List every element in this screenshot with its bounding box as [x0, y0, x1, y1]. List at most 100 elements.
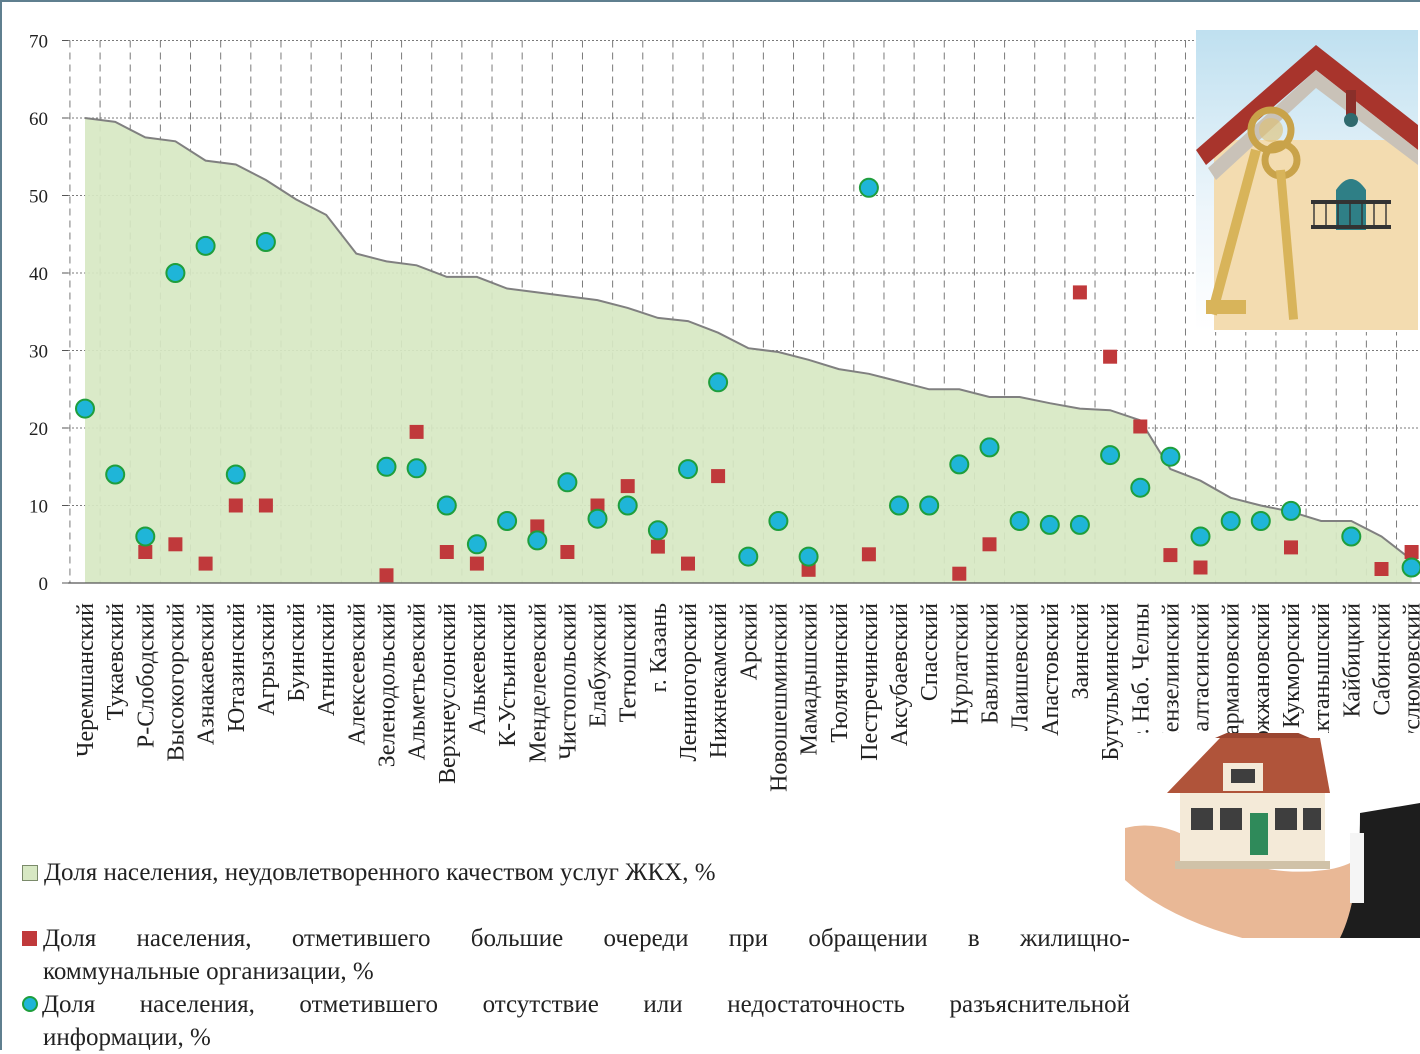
x-tick-label: Атнинский	[314, 603, 340, 716]
circle-point	[889, 495, 909, 516]
circle-point	[979, 437, 1000, 458]
square-point	[409, 424, 424, 439]
x-tick-label: Лаишевский	[1008, 603, 1034, 731]
x-tick-label: Зеленодольский	[375, 603, 401, 767]
x-tick-label: Нурлатский	[947, 603, 973, 725]
circle-point	[75, 398, 95, 419]
x-tick-label: Мамадышский	[797, 603, 823, 756]
x-tick-label: Аксубаевский	[887, 603, 913, 746]
legend-circles-label-line1: Доля населения, отметившего отсутствие и…	[42, 991, 1130, 1018]
square-point	[469, 556, 484, 571]
area-line	[84, 117, 1413, 561]
legend-square-swatch	[22, 931, 37, 946]
circle-point	[768, 511, 789, 531]
x-tick-label: Ютазинский	[224, 603, 250, 732]
legend-circles-label-line2: информации, %	[43, 1024, 211, 1051]
circle-point	[195, 235, 216, 256]
x-tick-label: К-Устьинский	[495, 603, 521, 747]
circle-point	[225, 464, 246, 485]
x-tick-label: Кукморский	[1279, 603, 1305, 728]
circle-point	[497, 511, 518, 531]
x-tick-label: Буинский	[284, 603, 310, 702]
y-tick-label: 30	[29, 342, 48, 363]
x-tick-label: Верхнеуслонский	[435, 603, 461, 784]
circle-point	[466, 534, 487, 555]
circle-point	[376, 456, 397, 477]
x-tick-label: Алькеевский	[465, 603, 491, 735]
x-tick-label: Альметьевский	[405, 603, 431, 761]
square-point	[530, 519, 545, 534]
x-tick-label: Новошешминский	[766, 603, 792, 792]
circle-point	[1160, 446, 1181, 467]
circle-point	[798, 546, 819, 567]
x-tick-label: Сабинский	[1370, 603, 1396, 716]
x-tick-label: Кайбицкий	[1339, 603, 1365, 718]
x-tick-label: Тетюшский	[616, 603, 642, 722]
x-tick-label: Менделеевский	[525, 603, 551, 763]
x-tick-label: Пестречинский	[857, 603, 883, 761]
circle-point	[738, 546, 759, 567]
square-point	[952, 566, 967, 581]
circle-point	[1130, 477, 1151, 498]
chart-y-axis: 0 10 20 30 40 50 60 70	[29, 32, 1420, 595]
legend-item-area: Доля населения, неудовлетворенного качес…	[22, 856, 716, 889]
y-tick-label: 10	[29, 497, 48, 518]
circle-point	[1069, 514, 1090, 535]
x-tick-label: Спасский	[917, 603, 943, 701]
square-point	[801, 562, 816, 577]
square-point	[861, 547, 876, 562]
square-point	[1163, 548, 1178, 563]
square-point	[228, 498, 243, 513]
circle-point	[135, 526, 156, 547]
legend-squares-label-line2: коммунальные организации, %	[43, 958, 374, 985]
x-tick-label: Сармановский	[1219, 603, 1245, 751]
y-tick-label: 40	[29, 264, 48, 285]
square-point	[681, 556, 695, 571]
circle-point	[165, 263, 186, 283]
y-tick-label: 50	[29, 187, 48, 208]
square-point	[982, 537, 997, 552]
x-tick-label: Р-Слободский	[133, 603, 159, 748]
circle-point	[647, 520, 668, 541]
x-tick-label: Агрызский	[254, 603, 280, 716]
square-point	[560, 545, 575, 559]
hand-holding-house-photo	[1125, 733, 1420, 938]
circle-point	[1220, 511, 1241, 531]
square-point	[198, 556, 213, 571]
x-tick-label: Актанышский	[1309, 603, 1335, 749]
legend-area-swatch	[22, 865, 38, 881]
chart-circle-series	[75, 177, 1420, 578]
square-point	[590, 498, 605, 513]
legend-circle-swatch	[22, 996, 38, 1012]
circle-point	[708, 372, 729, 393]
legend-item-circles: Доля населения, отметившего отсутствие и…	[22, 988, 1130, 1054]
circle-point	[949, 454, 970, 475]
square-point	[1133, 419, 1148, 434]
x-tick-label: Муслюмовский	[1400, 603, 1420, 763]
legend-squares-label-line1: Доля населения, отметившего большие очер…	[43, 925, 1130, 952]
circle-point	[557, 472, 578, 493]
chart: 0 10 20 30 40 50 60 70 Черемшанский Тукаевский Р-…	[29, 32, 1420, 792]
y-tick-label: 20	[29, 419, 48, 440]
circle-point	[1100, 445, 1121, 466]
circle-point	[587, 508, 608, 529]
legend-item-squares: Доля населения, отметившего большие очер…	[22, 922, 1130, 988]
circle-point	[527, 530, 548, 551]
x-tick-label: Черемшанский	[73, 603, 99, 757]
x-tick-label: Алексеевский	[344, 603, 370, 746]
square-point	[650, 539, 665, 554]
circle-point	[1039, 514, 1060, 535]
chart-x-axis: Черемшанский Тукаевский Р-Слободский Высоко…	[73, 603, 1420, 792]
circle-point	[1401, 557, 1420, 578]
circle-point	[1190, 526, 1211, 547]
x-tick-label: Лениногорский	[676, 603, 702, 762]
square-point	[1193, 560, 1208, 575]
square-point	[1374, 562, 1389, 576]
x-tick-label: Балтасинский	[1189, 603, 1215, 746]
square-point	[439, 545, 454, 559]
chart-grid	[68, 40, 1420, 583]
x-tick-label: Бавлинский	[978, 603, 1004, 724]
y-tick-label: 60	[29, 109, 48, 130]
square-point	[1103, 349, 1118, 364]
